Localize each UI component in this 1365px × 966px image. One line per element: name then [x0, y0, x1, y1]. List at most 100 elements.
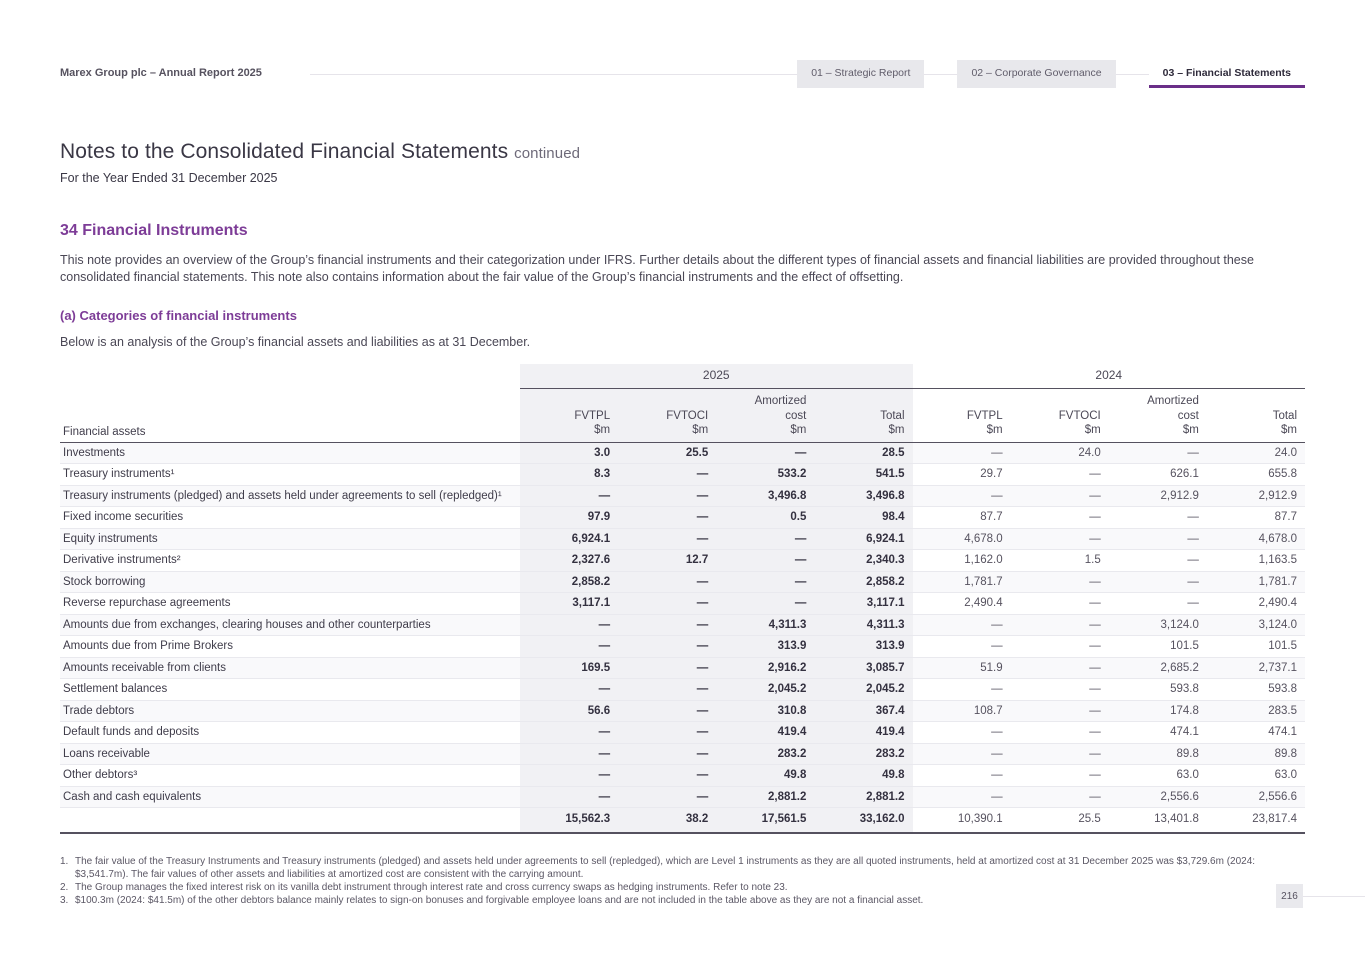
subsection-heading: (a) Categories of financial instruments [60, 308, 297, 323]
value-cell: — [618, 528, 717, 550]
value-cell: 2,881.2 [716, 786, 815, 808]
value-cell: 17,561.5 [716, 807, 815, 834]
value-cell: 24.0 [1010, 442, 1109, 464]
value-cell: 63.0 [1108, 764, 1207, 787]
row-group-header: Financial assets [60, 388, 520, 443]
value-cell: — [1108, 442, 1207, 464]
value-cell: 3.0 [520, 442, 619, 464]
value-cell: 3,496.8 [814, 485, 913, 507]
footnote-text: The Group manages the fixed interest ris… [75, 881, 788, 893]
value-cell: 2,490.4 [912, 592, 1011, 615]
table-row: Default funds and deposits — —419.4 419.4— —… [60, 721, 1305, 744]
value-cell: 4,678.0 [1206, 528, 1305, 550]
value-cell: 474.1 [1206, 721, 1305, 744]
value-cell: — [1108, 592, 1207, 615]
row-label: Default funds and deposits [60, 721, 520, 744]
value-cell: 3,117.1 [520, 592, 619, 615]
value-cell: — [1010, 678, 1109, 701]
column-header: Amortized cost $m [1108, 388, 1207, 443]
value-cell: 4,311.3 [716, 614, 815, 636]
table-row: Reverse repurchase agreements 3,117.1— —3,… [60, 592, 1305, 615]
row-label: Trade debtors [60, 700, 520, 722]
table-row: Other debtors³ — —49.8 49.8— —63.0 63.0 [60, 764, 1305, 787]
value-cell: 2,556.6 [1206, 786, 1305, 808]
value-cell: 2,737.1 [1206, 657, 1305, 679]
value-cell: — [1108, 528, 1207, 550]
value-cell: 419.4 [814, 721, 913, 744]
tab-03-financial-statements[interactable]: 03 – Financial Statements [1148, 60, 1305, 88]
value-cell: — [912, 678, 1011, 701]
value-cell: — [1010, 635, 1109, 658]
value-cell: — [520, 678, 619, 701]
value-cell: 313.9 [716, 635, 815, 658]
value-cell: — [1010, 485, 1109, 507]
value-cell: — [1010, 592, 1109, 615]
value-cell: — [618, 635, 717, 658]
value-cell: 38.2 [618, 807, 717, 834]
value-cell: 313.9 [814, 635, 913, 658]
value-cell: — [912, 743, 1011, 765]
year-2025-header: 2025 [520, 364, 913, 389]
value-cell: 10,390.1 [912, 807, 1011, 834]
value-cell: — [618, 485, 717, 507]
value-cell: — [1010, 721, 1109, 744]
value-cell: — [618, 657, 717, 679]
value-cell: 6,924.1 [520, 528, 619, 550]
value-cell: — [618, 678, 717, 701]
value-cell: 97.9 [520, 506, 619, 529]
value-cell: — [618, 571, 717, 593]
table-row: Amounts due from Prime Brokers — —313.9 313… [60, 635, 1305, 658]
value-cell: — [618, 506, 717, 529]
row-label: Stock borrowing [60, 571, 520, 593]
report-brand: Marex Group plc – Annual Report 2025 [60, 67, 262, 79]
value-cell: 3,124.0 [1108, 614, 1207, 636]
value-cell: — [1108, 549, 1207, 572]
value-cell: 169.5 [520, 657, 619, 679]
table-row: Investments 3.0 25.5—28.5—24.0—24.0 [60, 442, 1305, 464]
value-cell: 101.5 [1206, 635, 1305, 658]
value-cell: 655.8 [1206, 463, 1305, 486]
table-row: Amounts due from exchanges, clearing hou… [60, 614, 1305, 636]
value-cell: 89.8 [1206, 743, 1305, 765]
value-cell: 51.9 [912, 657, 1011, 679]
value-cell: — [520, 614, 619, 636]
value-cell: — [520, 786, 619, 808]
tab-01-strategic-report[interactable]: 01 – Strategic Report [797, 60, 925, 88]
table-row: Treasury instruments (pledged) and asset… [60, 485, 1305, 507]
value-cell: — [520, 485, 619, 507]
total-row-label [60, 807, 520, 834]
value-cell: 87.7 [912, 506, 1011, 529]
value-cell: 1,781.7 [912, 571, 1011, 593]
value-cell: — [1010, 764, 1109, 787]
value-cell: 49.8 [814, 764, 913, 787]
row-label: Reverse repurchase agreements [60, 592, 520, 615]
value-cell: 1,162.0 [912, 549, 1011, 572]
value-cell: — [520, 635, 619, 658]
value-cell: 593.8 [1108, 678, 1207, 701]
value-cell: 6,924.1 [814, 528, 913, 550]
year-header-spacer [60, 364, 520, 389]
value-cell: — [716, 549, 815, 572]
table-row: Treasury instruments¹ 8.3—533.2 541.5 29.7—… [60, 463, 1305, 486]
value-cell: 283.2 [814, 743, 913, 765]
footnote-number: 3. [60, 894, 69, 906]
column-header: FVTOCI $m [618, 388, 717, 443]
row-label: Equity instruments [60, 528, 520, 550]
value-cell: 4,311.3 [814, 614, 913, 636]
table-row: Trade debtors 56.6—310.8 367.4 108.7—174.8 2… [60, 700, 1305, 722]
value-cell: — [1108, 571, 1207, 593]
tab-02-corporate-governance[interactable]: 02 – Corporate Governance [957, 60, 1116, 88]
value-cell: 63.0 [1206, 764, 1305, 787]
value-cell: — [618, 592, 717, 615]
value-cell: — [1010, 786, 1109, 808]
value-cell: 2,858.2 [814, 571, 913, 593]
table-row: Derivative instruments² 2,327.6 12.7—2,340… [60, 549, 1305, 572]
value-cell: — [618, 614, 717, 636]
value-cell: 2,556.6 [1108, 786, 1207, 808]
value-cell: 2,340.3 [814, 549, 913, 572]
table-row: Stock borrowing 2,858.2— —2,858.2 1,781.7— —… [60, 571, 1305, 593]
year-2024-header: 2024 [912, 364, 1305, 389]
footnote: 2. The Group manages the fixed interest r… [60, 881, 1305, 894]
value-cell: 101.5 [1108, 635, 1207, 658]
value-cell: — [912, 635, 1011, 658]
